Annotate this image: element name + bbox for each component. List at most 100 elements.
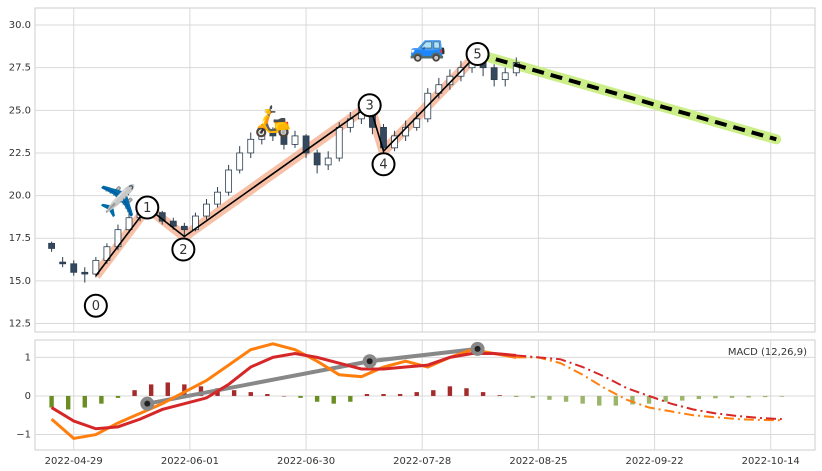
histogram-bar — [729, 395, 735, 398]
y-tick-label: 0 — [25, 391, 31, 402]
x-tick-label: 2022-09-22 — [626, 456, 684, 467]
candle-body — [203, 203, 210, 217]
x-tick-label: 2022-08-25 — [509, 456, 567, 467]
candle-body — [380, 126, 387, 149]
y-tick-label: −1 — [16, 430, 31, 441]
histogram-bar — [331, 395, 336, 404]
macd-line — [516, 354, 782, 421]
panel — [34, 339, 816, 451]
histogram-bar — [397, 394, 403, 396]
candle-body — [59, 261, 67, 265]
histogram-bar — [480, 392, 486, 396]
histogram-bar — [148, 384, 154, 396]
histogram-bar — [65, 395, 71, 410]
icon: 🚙 — [409, 29, 446, 64]
candle-body — [324, 157, 332, 166]
wave-marker — [135, 195, 160, 220]
candle-body — [258, 130, 266, 140]
panel — [34, 7, 816, 333]
histogram-bar — [680, 395, 685, 401]
histogram-bar — [663, 395, 668, 402]
histogram-bar — [198, 386, 204, 396]
histogram-bar — [563, 395, 569, 402]
histogram-bar — [447, 386, 453, 396]
histogram-bar — [281, 395, 287, 397]
histogram-bar — [597, 395, 602, 406]
candle-body — [192, 215, 199, 231]
candle-body — [313, 152, 321, 166]
candle-body — [125, 217, 133, 231]
histogram-bar — [763, 395, 768, 398]
histogram-bar — [182, 384, 187, 396]
macd-line — [50, 351, 517, 431]
candle-body — [48, 242, 55, 249]
candle-body — [269, 130, 277, 137]
histogram-bar — [547, 395, 552, 400]
histogram-bar — [231, 390, 237, 396]
histogram-bar — [779, 395, 785, 397]
candle-body — [92, 259, 100, 275]
wave-label: 4 — [379, 158, 387, 173]
y-tick-label: 1 — [25, 352, 31, 363]
histogram-bar — [82, 395, 87, 408]
candle-body — [180, 225, 188, 231]
candle-body — [291, 135, 299, 145]
icon: ✈️ — [99, 182, 136, 219]
y-tick-label: 22.5 — [9, 148, 31, 159]
histogram-bar — [580, 395, 585, 404]
candle-body — [81, 271, 89, 275]
y-tick-label: 20.0 — [9, 191, 31, 202]
x-tick-label: 2022-07-28 — [393, 456, 451, 467]
wave-label: 3 — [366, 99, 374, 114]
histogram-bar — [49, 395, 54, 408]
histogram-bar — [464, 388, 469, 396]
wave-label: 2 — [179, 243, 187, 258]
candle-body — [335, 126, 343, 159]
wave-line — [95, 53, 479, 277]
wave-label: 0 — [92, 299, 100, 314]
candle-body — [70, 263, 78, 273]
histogram-bar — [514, 395, 519, 397]
histogram-bar — [381, 394, 386, 396]
divergence-dot — [474, 345, 481, 352]
macd-line — [516, 356, 782, 422]
candle-body — [413, 118, 421, 128]
histogram-bar — [530, 395, 536, 398]
wave-marker — [465, 42, 490, 67]
candle-body — [214, 191, 221, 205]
wave-marker — [357, 93, 382, 118]
divergence-dot — [144, 400, 151, 407]
divergence-dot — [366, 358, 373, 365]
y-tick-label: 25.0 — [9, 105, 31, 116]
histogram-bar — [314, 395, 320, 402]
candle-body — [280, 135, 288, 145]
histogram-bar — [613, 395, 619, 406]
x-tick-label: 2022-06-01 — [161, 456, 219, 467]
candle-body — [490, 67, 498, 81]
histogram-bar — [298, 395, 303, 398]
x-tick-label: 2022-04-29 — [45, 456, 103, 467]
wave-label: 1 — [143, 201, 151, 216]
y-tick-label: 12.5 — [9, 318, 31, 329]
candle-body — [247, 138, 255, 154]
histogram-bar — [132, 390, 137, 396]
wave-marker — [371, 152, 396, 177]
y-tick-label: 15.0 — [9, 276, 31, 287]
histogram-bar — [265, 394, 270, 396]
y-tick-label: 17.5 — [9, 233, 31, 244]
histogram-bar — [696, 395, 702, 400]
histogram-bar — [348, 395, 353, 402]
panel-title: MACD (12,26,9) — [728, 347, 807, 358]
y-tick-label: 27.5 — [9, 63, 31, 74]
candle-body — [169, 220, 177, 227]
histogram-bar — [746, 395, 751, 398]
wave-label: 5 — [473, 48, 481, 63]
candle-body — [302, 135, 310, 154]
wave-marker — [83, 293, 108, 318]
histogram-bar — [115, 395, 121, 398]
wave-marker — [171, 237, 196, 262]
y-tick-label: 30.0 — [9, 20, 31, 31]
icon: 🛵 — [254, 104, 291, 139]
histogram-bar — [414, 392, 419, 396]
